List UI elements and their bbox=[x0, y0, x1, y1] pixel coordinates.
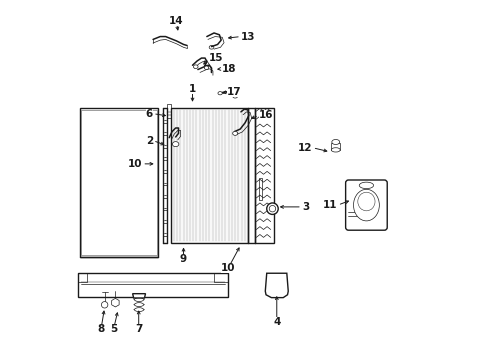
Text: 13: 13 bbox=[241, 32, 255, 41]
Circle shape bbox=[269, 206, 275, 212]
Circle shape bbox=[266, 203, 278, 215]
Bar bbox=[330, 143, 340, 150]
Bar bbox=[254, 108, 274, 243]
Text: 10: 10 bbox=[127, 159, 142, 169]
FancyBboxPatch shape bbox=[345, 180, 386, 230]
Polygon shape bbox=[265, 273, 287, 298]
Bar bbox=[258, 178, 261, 200]
Ellipse shape bbox=[353, 189, 379, 221]
Text: 3: 3 bbox=[301, 202, 308, 212]
Text: 14: 14 bbox=[169, 17, 183, 27]
Text: 6: 6 bbox=[145, 109, 153, 119]
Text: 15: 15 bbox=[208, 53, 223, 63]
Text: 9: 9 bbox=[180, 254, 187, 264]
Ellipse shape bbox=[357, 192, 374, 211]
Text: 17: 17 bbox=[226, 87, 241, 97]
Bar bbox=[80, 108, 158, 257]
Ellipse shape bbox=[209, 45, 213, 49]
Text: 18: 18 bbox=[222, 64, 236, 74]
Ellipse shape bbox=[359, 182, 373, 189]
Ellipse shape bbox=[204, 66, 208, 69]
Ellipse shape bbox=[232, 131, 237, 135]
Text: 7: 7 bbox=[135, 324, 142, 334]
Text: 11: 11 bbox=[323, 200, 337, 210]
Bar bbox=[171, 108, 247, 243]
Ellipse shape bbox=[193, 65, 198, 68]
Bar bbox=[214, 273, 228, 282]
Ellipse shape bbox=[330, 148, 340, 152]
Bar bbox=[81, 110, 156, 255]
Ellipse shape bbox=[232, 94, 237, 98]
Ellipse shape bbox=[172, 141, 179, 147]
Polygon shape bbox=[132, 294, 145, 298]
Polygon shape bbox=[78, 273, 228, 297]
Text: 8: 8 bbox=[97, 324, 104, 334]
Text: 12: 12 bbox=[298, 143, 312, 153]
Text: 16: 16 bbox=[258, 111, 273, 121]
Bar bbox=[167, 104, 170, 118]
Ellipse shape bbox=[218, 91, 222, 95]
Text: 5: 5 bbox=[110, 324, 117, 334]
Text: 1: 1 bbox=[188, 84, 196, 94]
Circle shape bbox=[101, 302, 108, 308]
Text: 2: 2 bbox=[145, 136, 153, 145]
Ellipse shape bbox=[331, 139, 339, 144]
Text: 4: 4 bbox=[272, 317, 280, 327]
Bar bbox=[78, 273, 86, 282]
Text: 10: 10 bbox=[221, 263, 235, 273]
